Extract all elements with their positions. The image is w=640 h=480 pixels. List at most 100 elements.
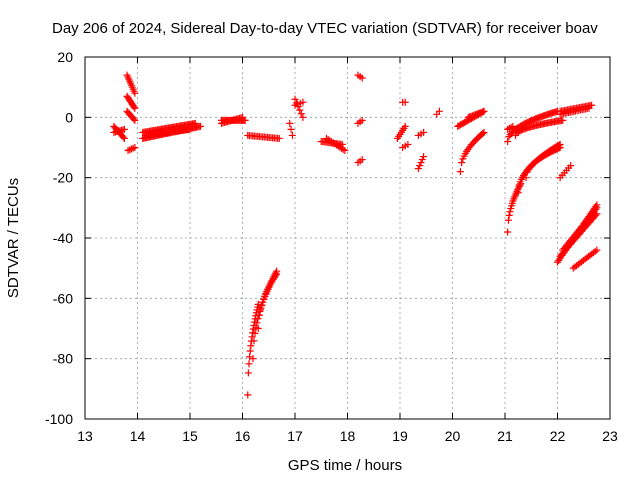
- chart-title: Day 206 of 2024, Sidereal Day-to-day VTE…: [52, 20, 598, 37]
- data-point: [131, 104, 139, 112]
- data-point: [556, 144, 564, 151]
- data-point: [522, 174, 530, 182]
- data-point: [286, 119, 294, 127]
- x-tick-label: 20: [445, 428, 461, 444]
- data-point: [515, 181, 523, 189]
- data-point: [119, 133, 127, 141]
- data-point: [272, 272, 280, 280]
- x-axis-label: GPS time / hours: [288, 457, 402, 474]
- data-point: [249, 355, 257, 363]
- y-tick-label: 20: [57, 49, 73, 65]
- data-point: [253, 319, 261, 327]
- y-tick-label: 0: [65, 109, 73, 125]
- data-point: [131, 89, 139, 97]
- data-point: [504, 216, 512, 224]
- data-point: [291, 95, 299, 103]
- data-point: [339, 145, 347, 153]
- data-point: [256, 306, 264, 314]
- y-tick-label: -40: [53, 230, 73, 246]
- grid-lines: [85, 57, 610, 419]
- data-point: [505, 211, 513, 219]
- data-point: [299, 98, 307, 106]
- data-point: [129, 144, 137, 152]
- data-point: [585, 104, 593, 112]
- data-point: [417, 159, 425, 167]
- data-point: [275, 134, 283, 142]
- data-point: [244, 369, 252, 377]
- data-point: [479, 129, 487, 137]
- data-point: [401, 98, 409, 106]
- data-point: [130, 115, 138, 123]
- x-tick-label: 22: [550, 428, 566, 444]
- data-points: [110, 71, 601, 399]
- x-tick-label: 18: [340, 428, 356, 444]
- y-tick-label: -20: [53, 170, 73, 186]
- data-point: [358, 116, 366, 124]
- data-point: [592, 205, 600, 213]
- data-point: [341, 147, 349, 155]
- data-point: [273, 270, 281, 278]
- data-point: [287, 125, 295, 133]
- data-point: [593, 246, 601, 254]
- data-point: [435, 107, 443, 115]
- data-point: [567, 162, 575, 170]
- x-tick-label: 17: [287, 428, 303, 444]
- data-point: [255, 311, 263, 319]
- data-point: [259, 298, 267, 306]
- data-point: [246, 347, 254, 355]
- y-axis-ticks: 20 0 -20 -40 -60 -80 -100: [45, 49, 610, 427]
- data-point: [131, 116, 139, 124]
- data-point: [297, 110, 305, 118]
- data-point: [414, 165, 422, 173]
- x-tick-label: 16: [235, 428, 251, 444]
- data-point: [404, 140, 412, 148]
- data-point: [254, 325, 262, 332]
- data-point: [191, 119, 199, 127]
- data-point: [288, 131, 296, 139]
- x-tick-label: 15: [182, 428, 198, 444]
- data-point: [120, 134, 128, 142]
- data-point: [458, 159, 466, 167]
- x-tick-label: 19: [392, 428, 408, 444]
- data-point: [480, 128, 488, 136]
- data-point: [480, 107, 488, 115]
- data-point: [401, 122, 409, 130]
- data-point: [514, 189, 522, 197]
- data-point: [197, 122, 204, 130]
- data-point: [296, 106, 304, 114]
- data-point: [299, 113, 307, 121]
- data-point: [416, 162, 424, 170]
- data-point: [251, 329, 259, 337]
- x-axis-ticks: 13 14 15 16 17 18 19 20 21 22 23: [77, 57, 618, 444]
- data-point: [244, 391, 252, 399]
- data-point: [250, 337, 258, 345]
- x-tick-label: 21: [497, 428, 513, 444]
- data-point: [593, 204, 601, 212]
- data-point: [254, 300, 262, 308]
- data-point: [126, 146, 134, 154]
- data-point: [559, 116, 567, 124]
- data-point: [127, 145, 135, 153]
- data-point: [420, 128, 428, 136]
- data-point: [513, 187, 521, 195]
- data-point: [358, 74, 366, 82]
- y-tick-label: -60: [53, 290, 73, 306]
- data-point: [120, 125, 128, 133]
- data-point: [591, 247, 599, 255]
- x-tick-label: 14: [130, 428, 146, 444]
- data-point: [131, 144, 139, 151]
- data-point: [358, 156, 366, 164]
- x-tick-label: 23: [602, 428, 618, 444]
- x-tick-label: 13: [77, 428, 93, 444]
- data-point: [186, 125, 194, 133]
- data-point: [247, 342, 255, 350]
- data-point: [124, 147, 132, 155]
- y-axis-label: SDTVAR / TECUs: [5, 178, 22, 298]
- data-point: [456, 168, 464, 176]
- data-point: [504, 228, 512, 236]
- data-point: [246, 353, 254, 361]
- data-point: [130, 103, 138, 111]
- data-point: [418, 156, 426, 164]
- data-point: [245, 360, 253, 368]
